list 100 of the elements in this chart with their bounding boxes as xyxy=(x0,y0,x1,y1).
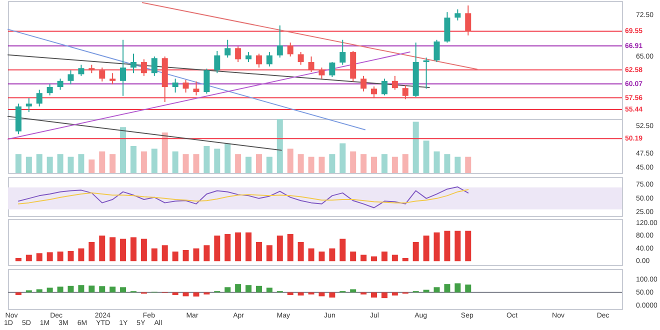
candlestick xyxy=(402,84,408,100)
bar xyxy=(36,253,42,262)
bar xyxy=(329,248,336,262)
bar xyxy=(99,286,106,292)
bar xyxy=(340,143,346,173)
bar xyxy=(214,236,220,262)
bar xyxy=(412,122,419,173)
bar xyxy=(266,245,272,262)
bar xyxy=(78,285,84,292)
bar xyxy=(151,148,158,173)
bar xyxy=(193,248,200,262)
line-series xyxy=(18,186,469,208)
bar xyxy=(140,238,147,262)
candlestick xyxy=(140,58,147,76)
bar xyxy=(256,286,262,292)
bar xyxy=(412,242,419,262)
candlestick xyxy=(381,78,388,96)
bar xyxy=(88,160,95,173)
bar xyxy=(444,154,450,173)
candlestick xyxy=(329,62,336,78)
candlestick xyxy=(120,39,126,96)
bar xyxy=(266,156,272,173)
candlestick xyxy=(454,8,461,21)
bar xyxy=(318,252,325,262)
bar xyxy=(68,156,74,173)
bar xyxy=(120,238,126,262)
candlestick xyxy=(266,52,272,67)
candlestick xyxy=(36,89,42,107)
bar xyxy=(110,154,116,173)
bar xyxy=(182,154,189,173)
bar xyxy=(162,132,168,173)
bar xyxy=(99,236,106,262)
candlestick xyxy=(46,84,53,96)
bar xyxy=(88,242,95,262)
candlestick xyxy=(235,46,242,63)
bar xyxy=(151,248,158,262)
bar xyxy=(130,146,136,173)
bar xyxy=(434,232,440,262)
bar xyxy=(26,156,32,173)
candlestick xyxy=(193,80,200,96)
candlestick xyxy=(360,75,367,92)
bar xyxy=(46,288,53,292)
bar xyxy=(392,292,398,296)
bar xyxy=(26,254,32,262)
bar xyxy=(235,232,242,262)
candlestick xyxy=(151,56,158,76)
candlestick xyxy=(444,12,450,44)
bar xyxy=(120,127,126,173)
bar xyxy=(402,258,408,262)
bar xyxy=(329,292,336,298)
bar xyxy=(15,154,22,173)
bar xyxy=(318,292,325,296)
bar xyxy=(224,287,231,292)
bar xyxy=(110,286,116,292)
bar xyxy=(298,292,304,296)
candlestick xyxy=(204,68,210,94)
bar xyxy=(256,242,262,262)
bar xyxy=(276,119,283,173)
bar xyxy=(465,284,472,292)
bar xyxy=(381,292,388,298)
bar xyxy=(340,238,346,262)
bar xyxy=(162,245,168,262)
bar xyxy=(454,230,461,262)
bar xyxy=(350,289,356,292)
candlestick xyxy=(57,78,64,90)
bar xyxy=(99,151,106,173)
candlestick xyxy=(182,79,189,94)
bar xyxy=(276,236,283,262)
candlestick xyxy=(371,86,378,99)
bar xyxy=(78,154,84,173)
candlestick xyxy=(26,98,32,112)
line-series xyxy=(18,189,469,204)
bar xyxy=(444,230,450,262)
bar xyxy=(318,156,325,173)
bar xyxy=(57,286,64,292)
bar xyxy=(68,286,74,292)
bar xyxy=(371,292,378,298)
candlestick xyxy=(214,50,220,74)
bar xyxy=(423,290,430,292)
bar xyxy=(204,146,210,173)
bar xyxy=(287,148,294,173)
bar xyxy=(36,154,42,173)
bar xyxy=(235,284,242,292)
bar xyxy=(46,156,53,173)
bar xyxy=(308,248,314,262)
bar xyxy=(57,252,64,262)
bar xyxy=(182,250,189,262)
bar xyxy=(308,156,314,173)
bar xyxy=(172,151,178,173)
bar xyxy=(360,154,367,173)
candlestick xyxy=(298,52,304,66)
bar xyxy=(350,151,356,173)
bar xyxy=(392,156,398,173)
bar xyxy=(140,151,147,173)
candlestick xyxy=(246,52,252,63)
bar xyxy=(57,154,64,173)
candlestick xyxy=(78,64,84,76)
bar xyxy=(214,148,220,173)
bar xyxy=(36,289,42,292)
bar xyxy=(434,287,440,292)
